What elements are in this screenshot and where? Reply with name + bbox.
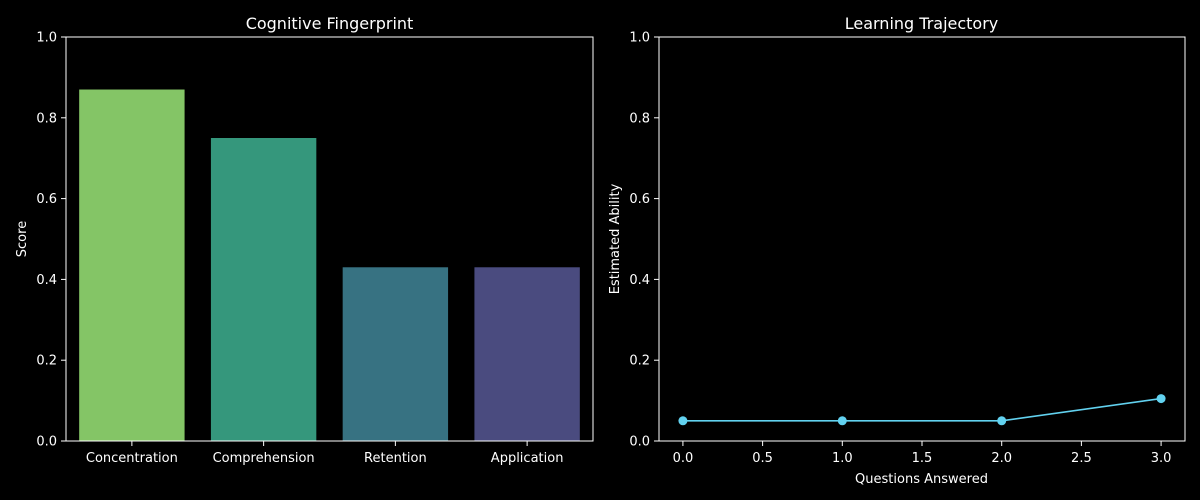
bar-concentration xyxy=(79,89,185,442)
trajectory-point xyxy=(1156,394,1166,404)
line-marks xyxy=(678,394,1166,426)
line-y-tick-label: 0.8 xyxy=(629,111,650,126)
bar-chart-title: Cognitive Fingerprint xyxy=(246,14,414,33)
bar-application xyxy=(474,267,580,441)
bar-y-tick-label: 1.0 xyxy=(36,31,57,46)
trajectory-point xyxy=(837,416,847,426)
line-y-tick-label: 0.4 xyxy=(629,273,650,288)
bar-y-tick-label: 0.0 xyxy=(36,435,57,450)
line-x-tick-label: 2.0 xyxy=(991,451,1012,466)
bar-x-ticks: Concentration Comprehension Retention Appli… xyxy=(86,441,564,466)
line-y-tick-label: 0.2 xyxy=(629,354,650,369)
line-chart-frame xyxy=(658,36,1186,442)
bar-y-tick-label: 0.4 xyxy=(36,273,57,288)
bar-x-tick-label: Application xyxy=(491,451,564,466)
bar-x-tick-label: Comprehension xyxy=(213,451,315,466)
bar-y-tick-label: 0.6 xyxy=(36,192,57,207)
line-y-tick-label: 1.0 xyxy=(629,31,650,46)
line-y-ticks: 0.0 0.2 0.4 0.6 0.8 1.0 xyxy=(629,31,659,450)
line-x-tick-label: 0.0 xyxy=(673,451,694,466)
line-x-ticks: 0.0 0.5 1.0 1.5 2.0 2.5 3.0 xyxy=(673,441,1172,466)
bar-x-tick-label: Concentration xyxy=(86,451,178,466)
line-x-tick-label: 1.5 xyxy=(912,451,933,466)
line-y-tick-label: 0.0 xyxy=(629,435,650,450)
bar-chart-frame xyxy=(65,36,594,442)
line-x-tick-label: 1.0 xyxy=(832,451,853,466)
line-x-tick-label: 3.0 xyxy=(1151,451,1172,466)
line-chart-title: Learning Trajectory xyxy=(845,14,999,33)
bar-y-tick-label: 0.8 xyxy=(36,111,57,126)
line-chart-y-label: Estimated Ability xyxy=(608,183,623,294)
bar-x-tick-label: Retention xyxy=(364,451,427,466)
bar-comprehension xyxy=(210,138,317,441)
bar-chart-y-label: Score xyxy=(15,221,30,257)
line-y-tick-label: 0.6 xyxy=(629,192,650,207)
bar-y-tick-label: 0.2 xyxy=(36,354,57,369)
trajectory-line xyxy=(682,397,1162,422)
trajectory-point xyxy=(997,416,1007,426)
line-chart: Learning Trajectory 0.0 0.2 0.4 0.6 0.8 1.0 0… xyxy=(608,14,1186,487)
line-x-tick-label: 2.5 xyxy=(1071,451,1092,466)
bar-y-ticks: 0.0 0.2 0.4 0.6 0.8 1.0 xyxy=(36,31,66,450)
trajectory-point xyxy=(678,416,688,426)
line-chart-x-label: Questions Answered xyxy=(855,472,988,487)
bar-retention xyxy=(342,267,449,441)
line-x-tick-label: 0.5 xyxy=(752,451,773,466)
bar-chart: Cognitive Fingerprint 0.0 0.2 0.4 0.6 0.8 1.0… xyxy=(15,14,594,466)
bar-marks xyxy=(79,89,580,442)
